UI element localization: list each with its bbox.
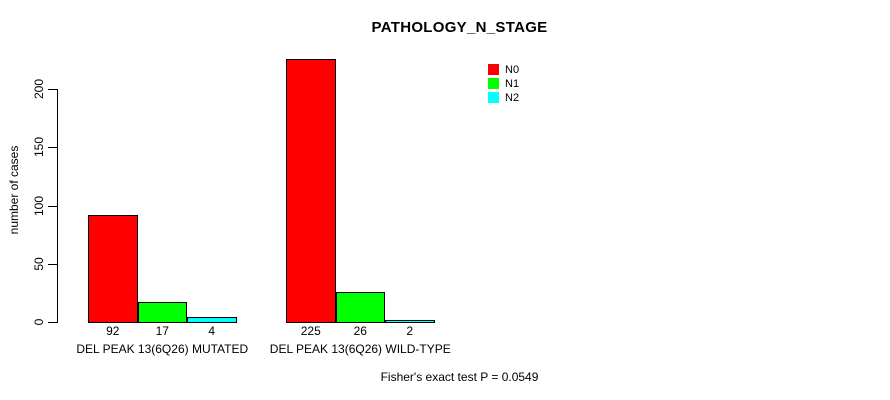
y-axis-tick-label: 50 bbox=[32, 257, 46, 271]
bar-N0-group1 bbox=[88, 215, 138, 324]
y-axis-label: number of cases bbox=[6, 145, 21, 235]
y-axis-tick bbox=[48, 322, 57, 324]
bar-value-label: 2 bbox=[406, 324, 414, 338]
y-axis-tick bbox=[48, 264, 57, 266]
y-axis-tick-label: 0 bbox=[32, 319, 46, 326]
bar-value-label: 17 bbox=[155, 324, 169, 338]
x-category-label: DEL PEAK 13(6Q26) WILD-TYPE bbox=[269, 342, 451, 356]
bar-value-label: 4 bbox=[208, 324, 216, 338]
y-axis-tick bbox=[48, 147, 57, 149]
bar-value-label: 26 bbox=[353, 324, 367, 338]
bar-N1-group1 bbox=[137, 302, 187, 324]
legend-label: N0 bbox=[505, 63, 520, 76]
bar-value-label: 92 bbox=[106, 324, 120, 338]
legend-label: N1 bbox=[505, 77, 520, 90]
y-axis-tick-label: 200 bbox=[32, 78, 46, 100]
legend-swatch-N2 bbox=[488, 92, 499, 103]
y-axis-tick bbox=[48, 89, 57, 90]
y-axis-tick-label: 100 bbox=[32, 195, 46, 216]
chart-title: PATHOLOGY_N_STAGE bbox=[371, 19, 548, 36]
x-category-label: DEL PEAK 13(6Q26) MUTATED bbox=[76, 342, 249, 356]
bar-N2-group1 bbox=[187, 317, 237, 324]
legend-label: N2 bbox=[505, 91, 520, 104]
legend-swatch-N0 bbox=[488, 64, 499, 75]
y-axis-tick bbox=[48, 205, 57, 207]
fisher-test-annotation: Fisher's exact test P = 0.0549 bbox=[380, 370, 539, 384]
bar-value-label: 225 bbox=[300, 324, 321, 338]
bar-N2-group2 bbox=[385, 320, 435, 324]
legend-swatch-N1 bbox=[488, 78, 499, 89]
y-axis-tick-label: 150 bbox=[32, 137, 46, 158]
bar-N0-group2 bbox=[286, 59, 336, 324]
y-axis-line bbox=[57, 89, 58, 324]
bar-N1-group2 bbox=[335, 292, 385, 324]
